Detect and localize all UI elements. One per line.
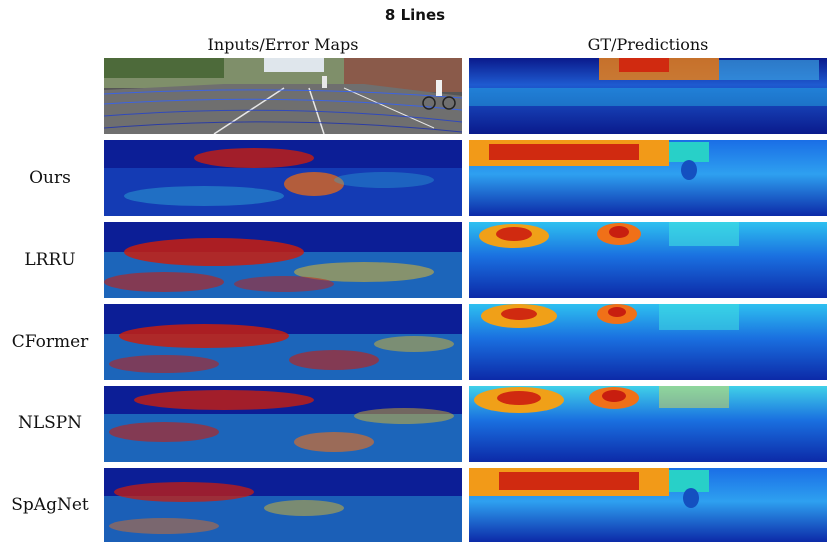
prediction-nlspn [469,386,827,462]
error-map-lrru [104,222,462,298]
row-label-ours: Ours [29,168,71,188]
error-map-ours [104,140,462,216]
column-header-inputs: Inputs/Error Maps [207,35,359,54]
row-label-lrru: LRRU [24,250,76,270]
row-label-nlspn: NLSPN [17,413,83,433]
prediction-cformer [469,304,827,380]
column-header-predictions: GT/Predictions [587,35,709,54]
error-map-spagnet [104,468,462,542]
prediction-ours [469,140,827,216]
row-label-spagnet: SpAgNet [11,495,89,515]
row-label-cformer: CFormer [11,332,89,352]
input-rgb-image [104,58,462,134]
error-map-cformer [104,304,462,380]
prediction-spagnet [469,468,827,542]
error-map-nlspn [104,386,462,462]
prediction-lrru [469,222,827,298]
figure-title: 8 Lines [384,6,446,24]
gt-depth-map [469,58,827,134]
